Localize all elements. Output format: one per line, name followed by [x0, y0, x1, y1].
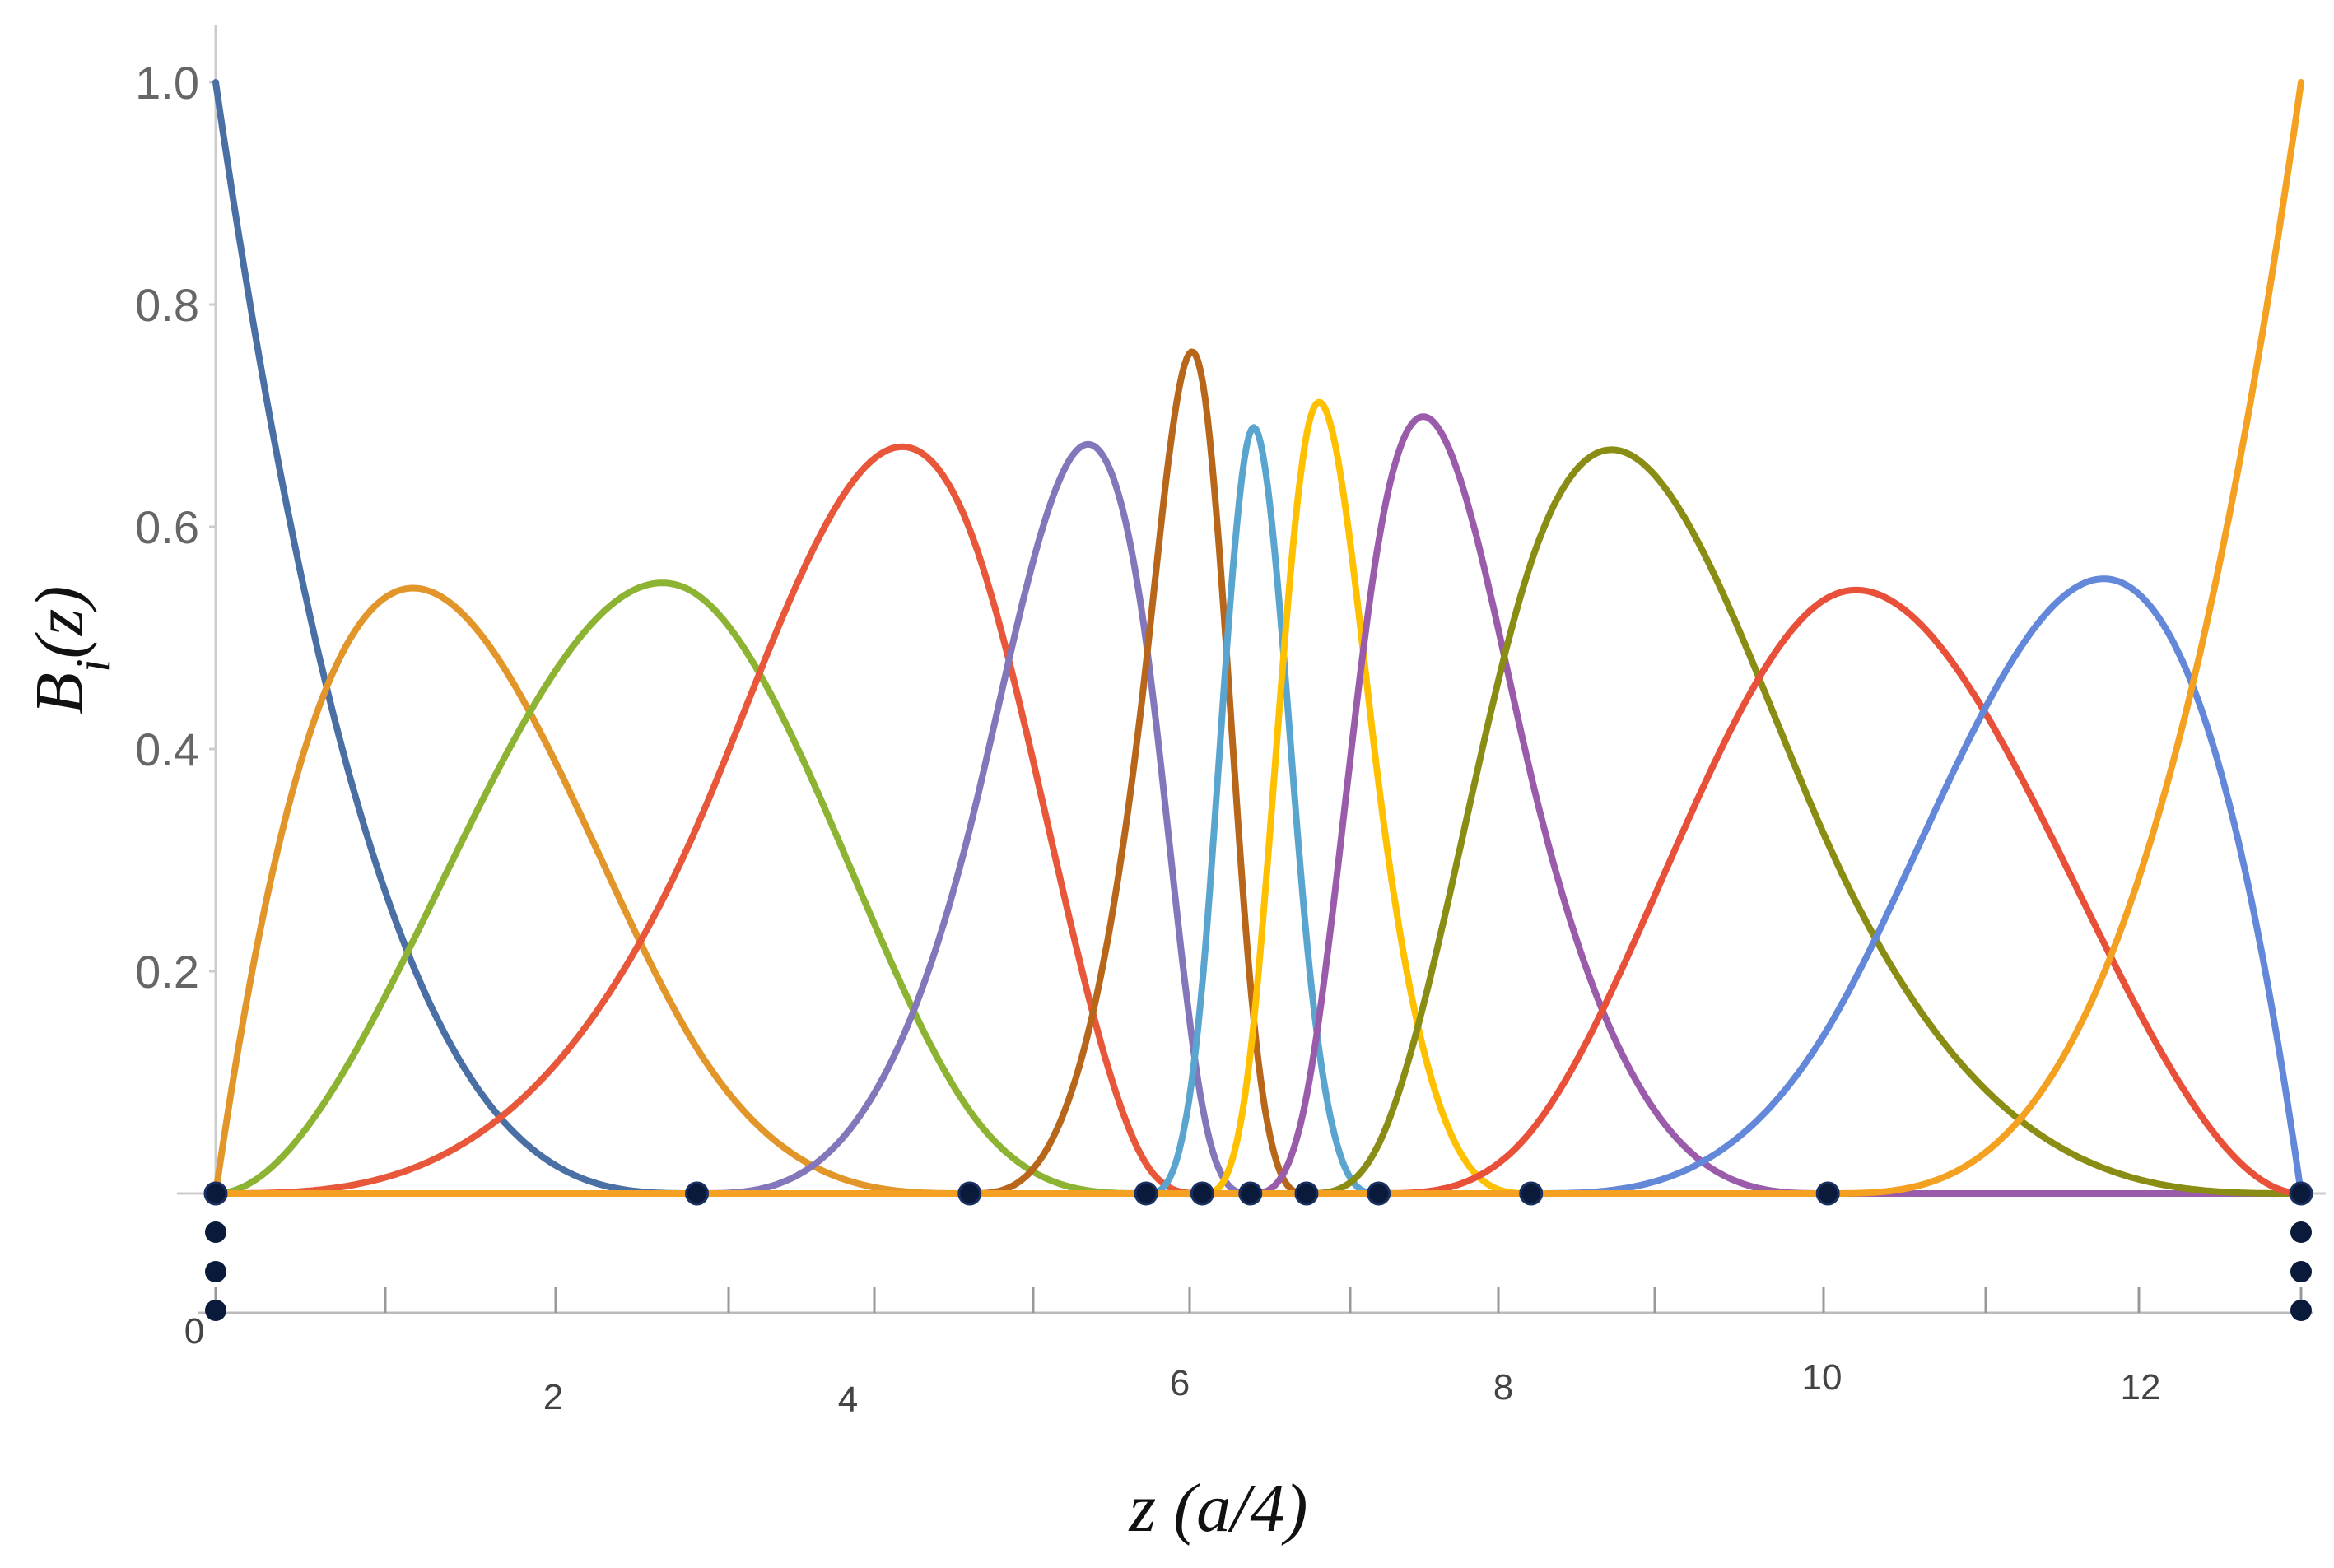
- knot-marker: [957, 1181, 982, 1206]
- knot-marker: [1134, 1181, 1158, 1206]
- knot-marker: [203, 1181, 228, 1206]
- series-line-11: [212, 586, 2304, 1197]
- x-tick-label: 0: [184, 1311, 204, 1352]
- knot-marker: [1294, 1181, 1319, 1206]
- x-axis-title: z (a/4): [1129, 1470, 1308, 1547]
- knot-marker-repeat: [2290, 1300, 2312, 1321]
- knot-marker-repeat: [205, 1300, 226, 1321]
- y-tick-label: 0.6: [135, 501, 199, 553]
- series-line-6: [212, 348, 2304, 1197]
- curves: [212, 79, 2304, 1197]
- y-tick-label: 0.2: [135, 946, 199, 998]
- y-tick-label: 1.0: [135, 57, 199, 109]
- series-line-13: [212, 79, 2304, 1197]
- series-line-1: [212, 79, 2304, 1197]
- y-tick-label: 0.4: [135, 724, 199, 775]
- knot-marker: [1519, 1181, 1544, 1206]
- series-line-2: [212, 584, 2304, 1197]
- tick-labels: 0.2 0.4 0.6 0.8 1.0 0 2 4 6 8 10 12: [135, 57, 2160, 1420]
- knot-marker-repeat: [205, 1221, 226, 1243]
- series-line-3: [212, 579, 2304, 1197]
- x-tick-label: 6: [1170, 1363, 1190, 1403]
- knot-marker: [685, 1181, 710, 1206]
- knot-marker: [2289, 1181, 2313, 1206]
- knot-marker-repeat: [205, 1261, 226, 1282]
- knot-marker-repeat: [2290, 1261, 2312, 1282]
- axis-titles: z (a/4) Bi(z): [21, 586, 1307, 1547]
- x-tick-label: 10: [1802, 1357, 1843, 1398]
- knot-marker: [1238, 1181, 1263, 1206]
- y-axis-title: Bi(z): [21, 586, 120, 715]
- knot-marker: [1190, 1181, 1214, 1206]
- x-tick-label: 8: [1493, 1367, 1513, 1407]
- knot-dots: [203, 1181, 2313, 1321]
- series-line-12: [212, 575, 2304, 1197]
- x-tick-label: 12: [2121, 1367, 2161, 1407]
- knot-marker: [1815, 1181, 1840, 1206]
- y-tick-label: 0.8: [135, 279, 199, 331]
- knot-marker-repeat: [2290, 1221, 2312, 1243]
- knot-marker: [1367, 1181, 1391, 1206]
- x-tick-label: 2: [543, 1377, 563, 1417]
- x-tick-label: 4: [838, 1380, 858, 1420]
